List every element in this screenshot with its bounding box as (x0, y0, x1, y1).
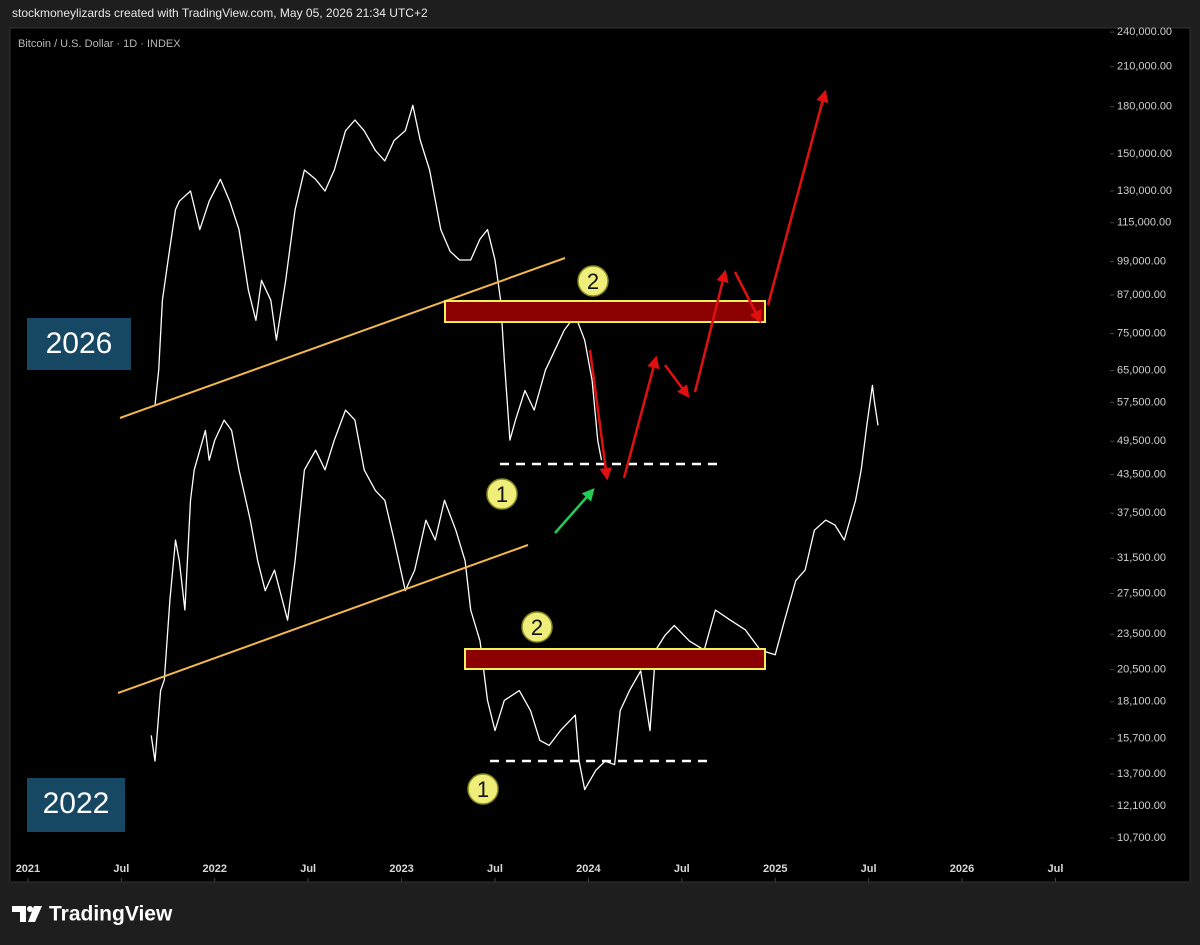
x-tick-label: Jul (113, 863, 129, 875)
x-tick-label: 2022 (203, 863, 227, 875)
y-tick-label: 31,500.00 (1117, 552, 1166, 564)
trend-line (117, 544, 529, 694)
x-tick-label: 2021 (16, 863, 40, 875)
period-label: 2022 (43, 787, 110, 820)
y-tick-label: 210,000.00 (1117, 61, 1172, 73)
logo-icon (28, 906, 42, 922)
arrow (622, 355, 660, 479)
label-box (27, 778, 125, 832)
x-tick-label: Jul (300, 863, 316, 875)
arrow (733, 271, 762, 324)
logo-icon (12, 906, 26, 922)
x-tick-label: 2023 (389, 863, 413, 875)
x-tick-label: Jul (487, 863, 503, 875)
y-tick-label: 65,000.00 (1117, 364, 1166, 376)
y-tick-label: 150,000.00 (1117, 148, 1172, 160)
step-badge (521, 611, 553, 643)
step-number: 2 (587, 269, 599, 294)
y-tick-label: 99,000.00 (1117, 255, 1166, 267)
x-tick-label: Jul (861, 863, 877, 875)
period-label: 2026 (46, 327, 113, 360)
y-tick-label: 23,500.00 (1117, 628, 1166, 640)
x-tick-label: 2026 (950, 863, 974, 875)
step-badge (467, 773, 499, 805)
logo-icon (27, 906, 33, 912)
y-tick-label: 13,700.00 (1117, 768, 1166, 780)
brand-logo: TradingView (12, 903, 173, 926)
arrow (554, 488, 595, 534)
drawings: 2026 2022 2 1 2 1 (27, 89, 829, 832)
trend-line (119, 257, 566, 419)
y-tick-label: 18,100.00 (1117, 696, 1166, 708)
y-tick-label: 130,000.00 (1117, 185, 1172, 197)
step-number: 2 (531, 615, 543, 640)
x-tick-label: 2025 (763, 863, 787, 875)
y-tick-label: 37,500.00 (1117, 507, 1166, 519)
y-tick-label: 43,500.00 (1117, 469, 1166, 481)
y-tick-label: 15,700.00 (1117, 733, 1166, 745)
y-tick-label: 20,500.00 (1117, 663, 1166, 675)
x-tick-label: 2024 (576, 863, 601, 875)
brand-name: TradingView (49, 903, 173, 926)
x-tick-label: Jul (1047, 863, 1063, 875)
step-badge (486, 478, 518, 510)
price-line (154, 104, 603, 461)
arrow (766, 89, 829, 306)
y-tick-label: 27,500.00 (1117, 587, 1166, 599)
y-tick-label: 10,700.00 (1117, 832, 1166, 844)
header-text: stockmoneylizards created with TradingVi… (12, 6, 428, 20)
y-tick-label: 75,000.00 (1117, 327, 1166, 339)
y-tick-label: 240,000.00 (1117, 26, 1172, 38)
arrow (588, 349, 612, 481)
y-tick-label: 115,000.00 (1117, 217, 1171, 229)
x-tick-label: Jul (674, 863, 690, 875)
y-tick-label: 57,500.00 (1117, 396, 1166, 408)
step-number: 1 (477, 777, 489, 802)
resistance-box (464, 648, 766, 670)
y-tick-label: 87,000.00 (1117, 289, 1166, 301)
arrow (693, 269, 729, 393)
step-number: 1 (496, 482, 508, 507)
symbol-title: Bitcoin / U.S. Dollar · 1D · INDEX (18, 38, 181, 50)
label-box (27, 318, 131, 370)
y-tick-label: 180,000.00 (1117, 101, 1172, 113)
arrow (663, 364, 690, 399)
step-badge (577, 265, 609, 297)
y-tick-label: 12,100.00 (1117, 800, 1166, 812)
y-tick-label: 49,500.00 (1117, 435, 1166, 447)
resistance-box (444, 300, 766, 323)
